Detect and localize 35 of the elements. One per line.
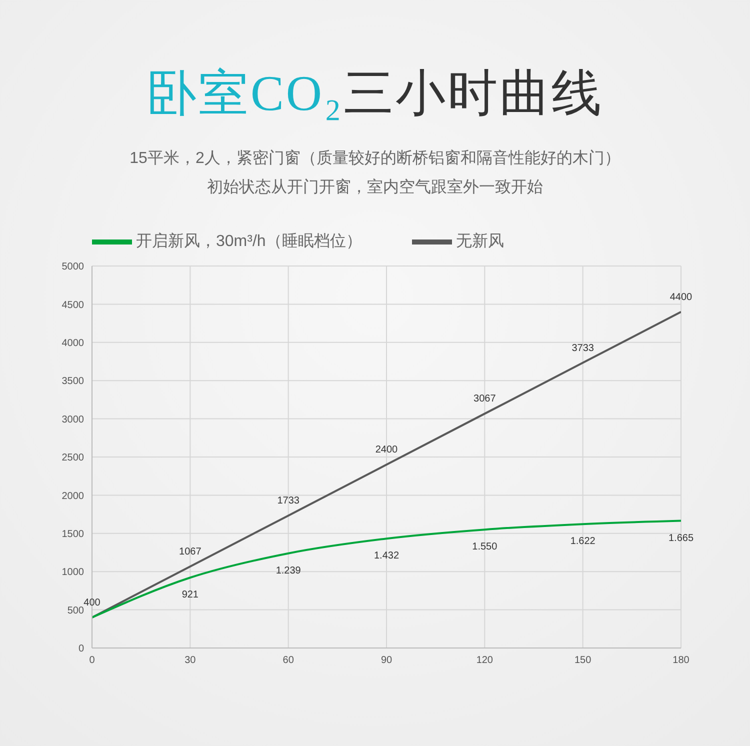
data-label: 2400 [375, 444, 398, 456]
x-tick-label: 60 [282, 655, 294, 666]
legend-label: 无新风 [456, 233, 504, 250]
x-tick-label: 30 [184, 655, 196, 666]
data-label: 1.622 [570, 536, 596, 548]
data-label: 1.239 [276, 565, 302, 576]
y-tick-label: 5000 [62, 262, 84, 273]
y-tick-label: 4500 [62, 300, 84, 311]
data-label: 1.550 [472, 542, 498, 553]
y-tick-label: 3000 [62, 414, 84, 426]
y-tick-label: 500 [67, 605, 84, 616]
x-tick-label: 180 [672, 655, 690, 666]
data-label: 921 [182, 590, 199, 601]
x-tick-label: 0 [89, 655, 96, 666]
x-tick-label: 120 [476, 655, 494, 666]
data-label: 4400 [670, 292, 693, 303]
x-tick-label: 150 [574, 655, 592, 666]
y-tick-label: 4000 [62, 338, 84, 349]
data-label: 1733 [277, 496, 300, 507]
chart-title: 卧室CO₂三小时曲线 [146, 65, 604, 121]
data-label: 3733 [572, 342, 594, 354]
data-label: 1067 [179, 546, 202, 558]
data-label: 400 [84, 597, 101, 608]
y-tick-label: 1000 [62, 567, 84, 578]
legend-label: 开启新风，30m³/h（睡眠档位） [136, 233, 362, 250]
y-tick-label: 2000 [62, 490, 84, 502]
data-label: 3067 [474, 394, 496, 405]
y-tick-label: 2500 [62, 452, 84, 464]
data-label: 1.432 [374, 550, 400, 562]
data-label: 1.665 [668, 532, 694, 544]
x-tick-label: 90 [380, 655, 392, 666]
y-tick-label: 1500 [62, 528, 84, 540]
y-tick-label: 0 [78, 644, 84, 655]
chart-subtitle: 15平米，2人，紧密门窗（质量较好的断桥铝窗和隔音性能好的木门）初始状态从开门开窗，室内空气跟室外一致开始 [128, 148, 622, 198]
y-tick-label: 3500 [62, 376, 84, 388]
